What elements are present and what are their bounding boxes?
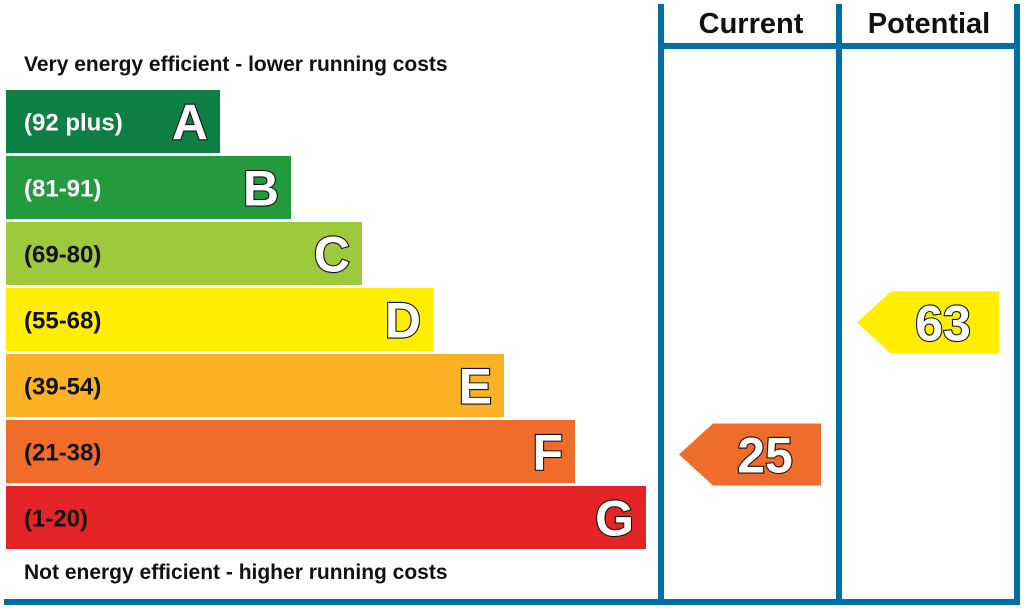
potential-rating-value: 63 — [915, 296, 971, 352]
band-f-bar — [6, 420, 575, 483]
band-g-letter: G — [595, 491, 634, 547]
column-header-current: Current — [699, 8, 804, 40]
band-f-letter: F — [532, 425, 563, 481]
band-d-range: (55-68) — [24, 308, 101, 335]
band-f-range: (21-38) — [24, 440, 101, 467]
potential-rating-arrow — [857, 291, 999, 354]
band-e-bar — [6, 354, 504, 417]
rating-arrows: 25 63 — [679, 291, 999, 486]
current-rating-arrow — [679, 423, 821, 486]
band-c-range: (69-80) — [24, 242, 101, 269]
rating-bands: (92 plus) A (81-91) B (69-80) C (55-68) D (39-54… — [6, 90, 646, 549]
bottom-caption: Not energy efficient - higher running co… — [24, 561, 448, 584]
band-e-letter: E — [459, 359, 492, 415]
band-g-range: (1-20) — [24, 506, 88, 533]
band-c-bar — [6, 222, 362, 285]
band-d-letter: D — [385, 293, 421, 349]
band-a-letter: A — [172, 95, 208, 151]
band-b-letter: B — [243, 161, 279, 217]
band-d-bar — [6, 288, 433, 351]
band-g-bar — [6, 486, 646, 549]
band-e-range: (39-54) — [24, 374, 101, 401]
band-b-bar — [6, 156, 291, 219]
band-a-bar — [6, 90, 220, 153]
top-caption: Very energy efficient - lower running co… — [24, 53, 448, 76]
band-a-range: (92 plus) — [24, 110, 123, 137]
column-header-potential: Potential — [868, 8, 990, 40]
column-frame — [4, 4, 1020, 605]
band-c-letter: C — [314, 227, 350, 283]
band-b-range: (81-91) — [24, 176, 101, 203]
current-rating-value: 25 — [737, 428, 793, 484]
